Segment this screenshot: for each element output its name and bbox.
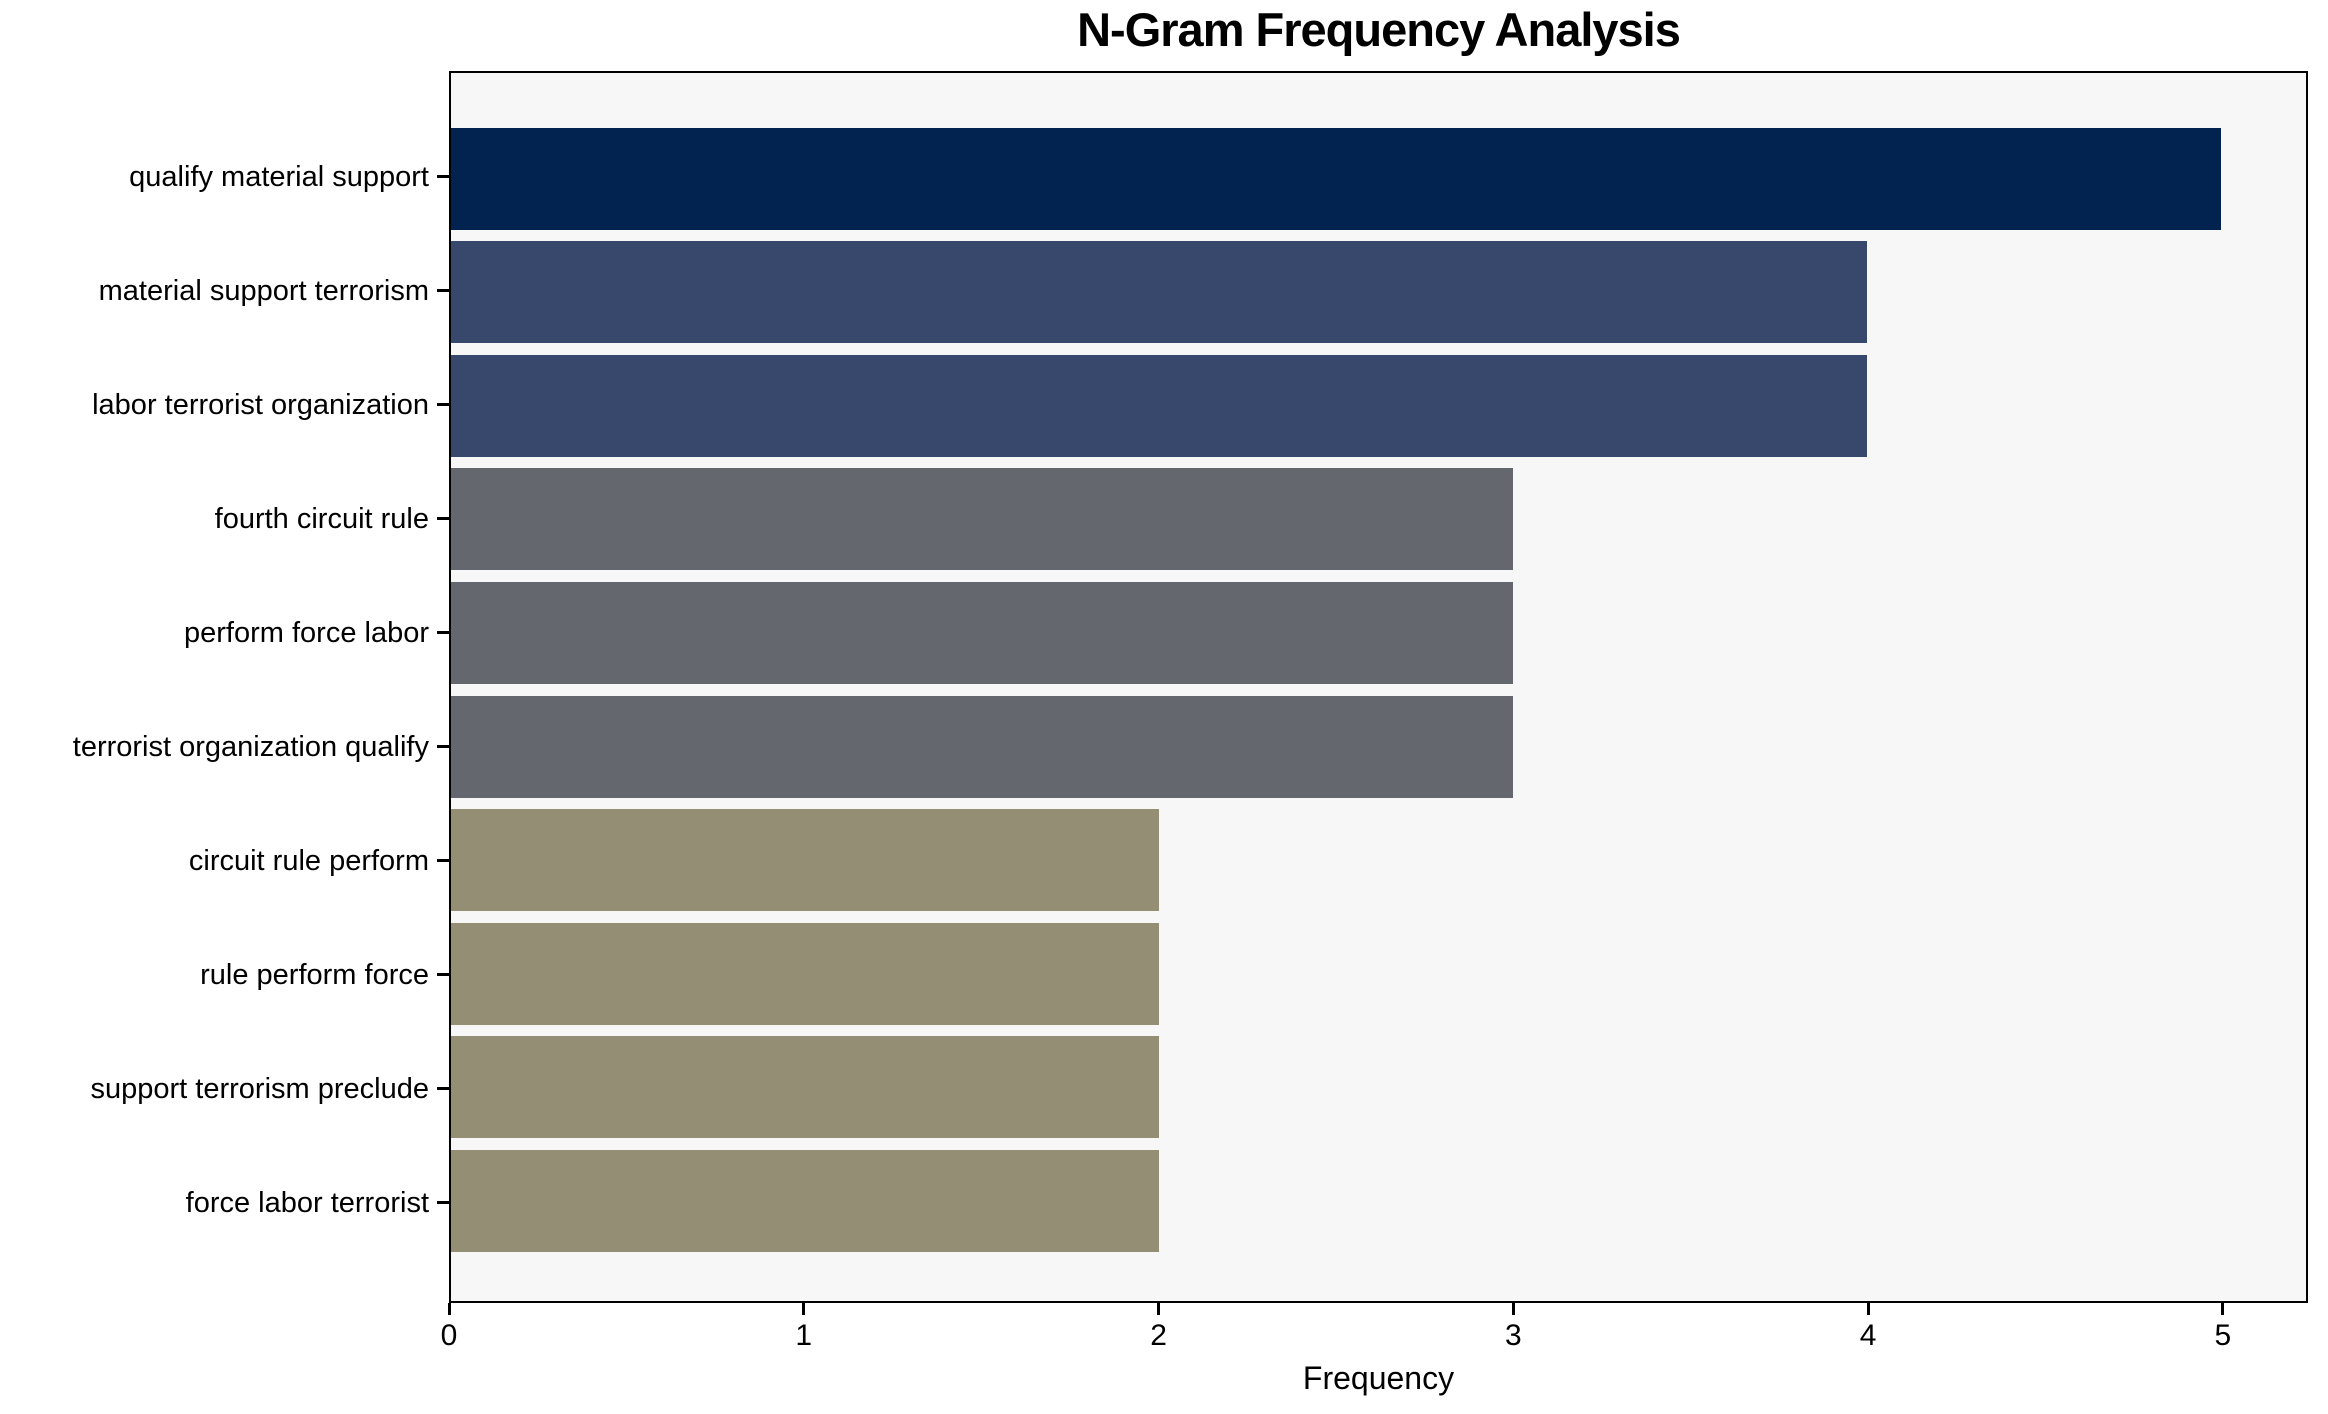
x-tick-label: 2 xyxy=(1150,1319,1167,1352)
y-tick-label: qualify material support xyxy=(129,160,429,193)
bar xyxy=(451,809,1159,912)
y-tick-mark xyxy=(437,859,449,863)
x-axis-label: Frequency xyxy=(1302,1360,1455,1396)
plot-area xyxy=(449,71,2308,1303)
bar xyxy=(451,127,2222,230)
x-tick-mark xyxy=(1157,1303,1161,1315)
bar xyxy=(451,582,1514,684)
y-tick-label: fourth circuit rule xyxy=(214,502,429,535)
bar xyxy=(451,241,1868,344)
x-tick-label: 5 xyxy=(2214,1319,2232,1352)
y-tick-label: labor terrorist organization xyxy=(92,388,429,421)
y-tick-mark xyxy=(437,1087,449,1091)
bar xyxy=(451,354,1868,457)
x-tick-mark xyxy=(1866,1303,1870,1315)
y-tick-mark xyxy=(437,745,449,749)
y-tick-mark xyxy=(437,631,449,635)
y-tick-label: rule perform force xyxy=(200,958,429,991)
x-tick-mark xyxy=(447,1303,451,1315)
y-tick-label: material support terrorism xyxy=(98,274,429,307)
y-tick-mark xyxy=(437,403,449,407)
bar xyxy=(451,1036,1159,1139)
x-tick-mark xyxy=(1511,1303,1515,1315)
y-tick-label: circuit rule perform xyxy=(188,844,429,877)
x-tick-label: 3 xyxy=(1504,1319,1522,1352)
y-tick-mark xyxy=(437,289,449,293)
y-tick-mark xyxy=(437,973,449,977)
chart-title: N-Gram Frequency Analysis xyxy=(1077,3,1681,56)
x-tick-label: 1 xyxy=(795,1319,813,1352)
bar xyxy=(451,1149,1159,1252)
y-tick-label: perform force labor xyxy=(184,616,429,649)
y-tick-label: support terrorism preclude xyxy=(90,1072,429,1105)
x-tick-mark xyxy=(802,1303,806,1315)
y-tick-label: force labor terrorist xyxy=(185,1186,429,1219)
bar xyxy=(451,695,1514,798)
x-tick-mark xyxy=(2221,1303,2225,1315)
y-tick-label: terrorist organization qualify xyxy=(72,730,429,763)
y-tick-mark xyxy=(437,175,449,179)
bar xyxy=(451,922,1159,1025)
y-tick-mark xyxy=(437,517,449,521)
x-tick-label: 0 xyxy=(440,1319,458,1352)
x-tick-label: 4 xyxy=(1859,1319,1877,1352)
bar xyxy=(451,468,1514,571)
y-tick-mark xyxy=(437,1201,449,1205)
